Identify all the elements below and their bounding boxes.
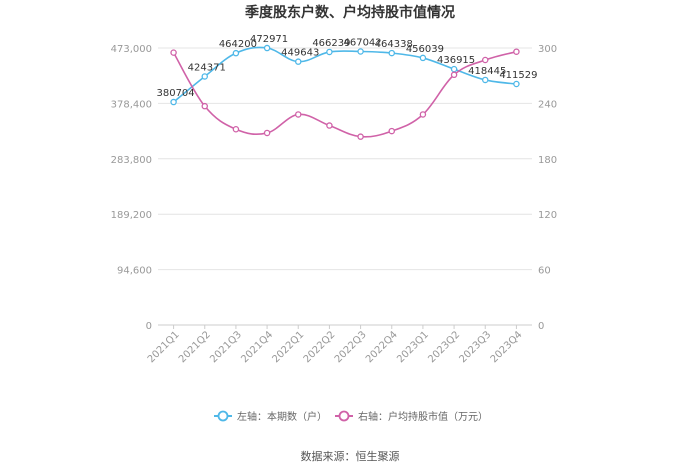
data-point bbox=[481, 76, 489, 84]
left-axis: 0 94,600 189,200 283,800 378,400 473,000 bbox=[111, 44, 152, 332]
data-point bbox=[419, 111, 427, 118]
x-tick-label: 2021Q3 bbox=[208, 329, 244, 365]
right-tick-label: 180 bbox=[538, 155, 557, 166]
x-tick-label: 2022Q3 bbox=[333, 329, 369, 365]
data-label: 424371 bbox=[188, 62, 226, 73]
legend-item-1[interactable]: 右轴：户均持股市值（万元） bbox=[335, 410, 488, 423]
data-point bbox=[294, 58, 302, 65]
right-tick-label: 60 bbox=[538, 266, 551, 277]
source-note: 数据来源：恒生聚源 bbox=[301, 449, 400, 463]
data-point bbox=[263, 44, 271, 52]
legend-label: 右轴：户均持股市值（万元） bbox=[358, 410, 488, 423]
data-label: 464200 bbox=[219, 39, 257, 50]
data-point bbox=[357, 48, 364, 55]
right-tick-label: 0 bbox=[538, 321, 544, 332]
data-label: 418445 bbox=[468, 66, 506, 77]
right-axis: 0 60 120 180 240 300 bbox=[538, 44, 557, 332]
data-point bbox=[232, 49, 240, 57]
data-point bbox=[513, 80, 520, 88]
data-point bbox=[201, 73, 208, 80]
data-point bbox=[388, 127, 395, 135]
left-tick-label: 94,600 bbox=[117, 266, 152, 277]
legend[interactable]: 左轴：本期数（户） 右轴：户均持股市值（万元） bbox=[214, 410, 488, 423]
data-label: 467042 bbox=[343, 37, 381, 48]
x-tick-label: 2023Q3 bbox=[458, 329, 494, 365]
x-tick-label: 2021Q2 bbox=[177, 329, 213, 365]
data-point bbox=[450, 71, 458, 79]
data-point bbox=[450, 65, 458, 73]
data-point bbox=[326, 122, 333, 129]
data-label: 466239 bbox=[312, 38, 350, 49]
x-axis: 2021Q12021Q22021Q32021Q42022Q12022Q22022… bbox=[146, 325, 525, 365]
data-label: 449643 bbox=[281, 48, 319, 59]
chart-title: 季度股东户数、户均持股市值情况 bbox=[244, 4, 455, 21]
legend-marker bbox=[217, 410, 229, 422]
data-point bbox=[481, 56, 489, 64]
data-point bbox=[201, 102, 208, 110]
left-tick-label: 283,800 bbox=[111, 155, 152, 166]
data-point bbox=[170, 49, 177, 56]
left-tick-label: 189,200 bbox=[111, 210, 152, 221]
data-point bbox=[326, 48, 333, 56]
data-point bbox=[263, 129, 271, 137]
right-tick-label: 120 bbox=[538, 210, 557, 221]
data-point bbox=[357, 133, 364, 140]
data-label: 464338 bbox=[375, 39, 413, 50]
series-lines bbox=[170, 44, 520, 140]
legend-marker bbox=[338, 410, 350, 422]
data-point bbox=[170, 98, 177, 106]
legend-label: 左轴：本期数（户） bbox=[237, 410, 327, 423]
right-tick-label: 240 bbox=[538, 99, 557, 110]
left-tick-label: 378,400 bbox=[111, 99, 152, 110]
x-tick-label: 2023Q1 bbox=[395, 329, 431, 365]
x-tick-label: 2023Q4 bbox=[489, 329, 525, 365]
x-tick-label: 2022Q2 bbox=[302, 329, 338, 365]
data-label: 456039 bbox=[406, 44, 444, 55]
data-point bbox=[294, 111, 302, 118]
x-tick-label: 2021Q1 bbox=[146, 329, 182, 365]
data-point bbox=[513, 48, 520, 55]
data-label: 411529 bbox=[499, 70, 537, 81]
data-label: 380704 bbox=[156, 88, 194, 99]
data-point bbox=[419, 54, 427, 62]
data-label: 472971 bbox=[250, 34, 288, 45]
legend-item-0[interactable]: 左轴：本期数（户） bbox=[214, 410, 327, 423]
x-tick-label: 2022Q1 bbox=[271, 329, 307, 365]
data-label: 436915 bbox=[437, 55, 475, 66]
data-point bbox=[388, 49, 395, 57]
x-tick-label: 2021Q4 bbox=[239, 329, 275, 365]
left-tick-label: 0 bbox=[146, 321, 152, 332]
x-tick-label: 2023Q2 bbox=[426, 329, 462, 365]
right-tick-label: 300 bbox=[538, 44, 557, 55]
left-tick-label: 473,000 bbox=[111, 44, 152, 55]
grid bbox=[158, 47, 532, 326]
data-point bbox=[232, 126, 240, 133]
x-tick-label: 2022Q4 bbox=[364, 329, 400, 365]
